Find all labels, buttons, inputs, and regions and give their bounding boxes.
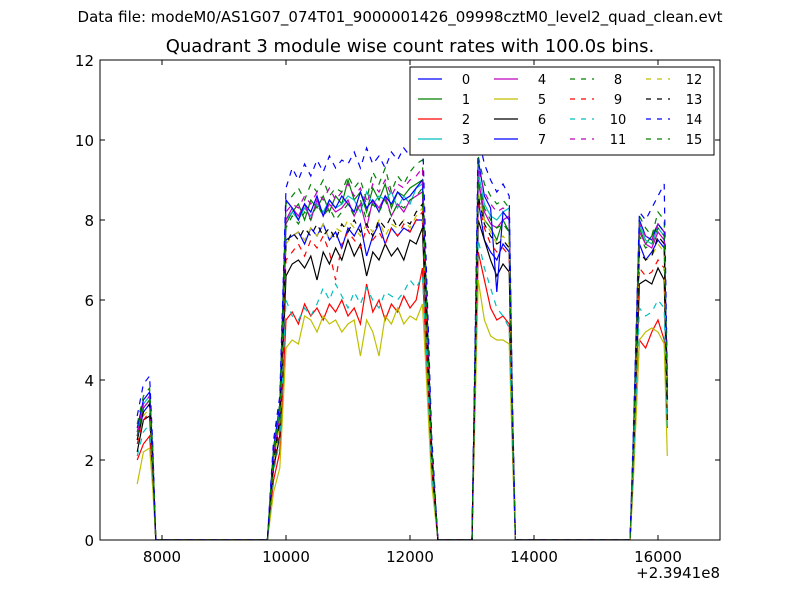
series-line-6 bbox=[136, 219, 668, 540]
data-file-suptitle: Data file: modeM0/AS1G07_074T01_90000014… bbox=[77, 8, 723, 26]
series-line-13 bbox=[136, 195, 668, 540]
legend-label-9: 9 bbox=[614, 93, 622, 108]
x-tick-label: 12000 bbox=[386, 548, 434, 566]
series-line-12 bbox=[136, 191, 668, 540]
series-line-4 bbox=[136, 179, 668, 540]
legend-label-7: 7 bbox=[538, 133, 546, 148]
x-tick-label: 8000 bbox=[143, 548, 181, 566]
legend-label-5: 5 bbox=[538, 93, 546, 108]
legend-label-15: 15 bbox=[686, 133, 703, 148]
legend-label-13: 13 bbox=[686, 93, 703, 108]
series-line-10 bbox=[136, 239, 668, 540]
legend-label-0: 0 bbox=[462, 73, 470, 88]
x-offset-label: +2.3941e8 bbox=[636, 564, 720, 582]
legend-label-11: 11 bbox=[610, 133, 627, 148]
series-line-0 bbox=[136, 199, 668, 540]
series-lines bbox=[136, 126, 668, 540]
x-tick-label: 14000 bbox=[510, 548, 558, 566]
legend-label-2: 2 bbox=[462, 113, 470, 128]
series-line-15 bbox=[136, 179, 668, 540]
legend-label-4: 4 bbox=[538, 73, 546, 88]
legend-label-14: 14 bbox=[686, 113, 703, 128]
legend-box bbox=[409, 66, 715, 156]
series-line-8 bbox=[136, 155, 668, 540]
series-line-2 bbox=[136, 251, 668, 540]
series-line-9 bbox=[136, 199, 668, 540]
y-tick-label: 6 bbox=[84, 292, 94, 310]
y-tick-label: 12 bbox=[75, 52, 94, 70]
series-line-1 bbox=[136, 177, 668, 540]
y-tick-label: 0 bbox=[84, 532, 94, 550]
y-tick-label: 8 bbox=[84, 212, 94, 230]
legend-label-3: 3 bbox=[462, 133, 470, 148]
legend-label-12: 12 bbox=[686, 73, 703, 88]
x-tick-label: 16000 bbox=[634, 548, 682, 566]
legend-label-6: 6 bbox=[538, 113, 546, 128]
legend-label-10: 10 bbox=[610, 113, 627, 128]
y-tick-label: 4 bbox=[84, 372, 94, 390]
series-line-11 bbox=[136, 166, 668, 540]
series-line-7 bbox=[136, 159, 668, 540]
series-line-5 bbox=[136, 279, 668, 540]
legend-label-1: 1 bbox=[462, 93, 470, 108]
legend-label-8: 8 bbox=[614, 73, 622, 88]
chart-title: Quadrant 3 module wise count rates with … bbox=[165, 36, 655, 57]
y-tick-label: 2 bbox=[84, 452, 94, 470]
x-tick-label: 10000 bbox=[262, 548, 310, 566]
series-line-14 bbox=[136, 126, 668, 540]
y-tick-label: 10 bbox=[75, 132, 94, 150]
